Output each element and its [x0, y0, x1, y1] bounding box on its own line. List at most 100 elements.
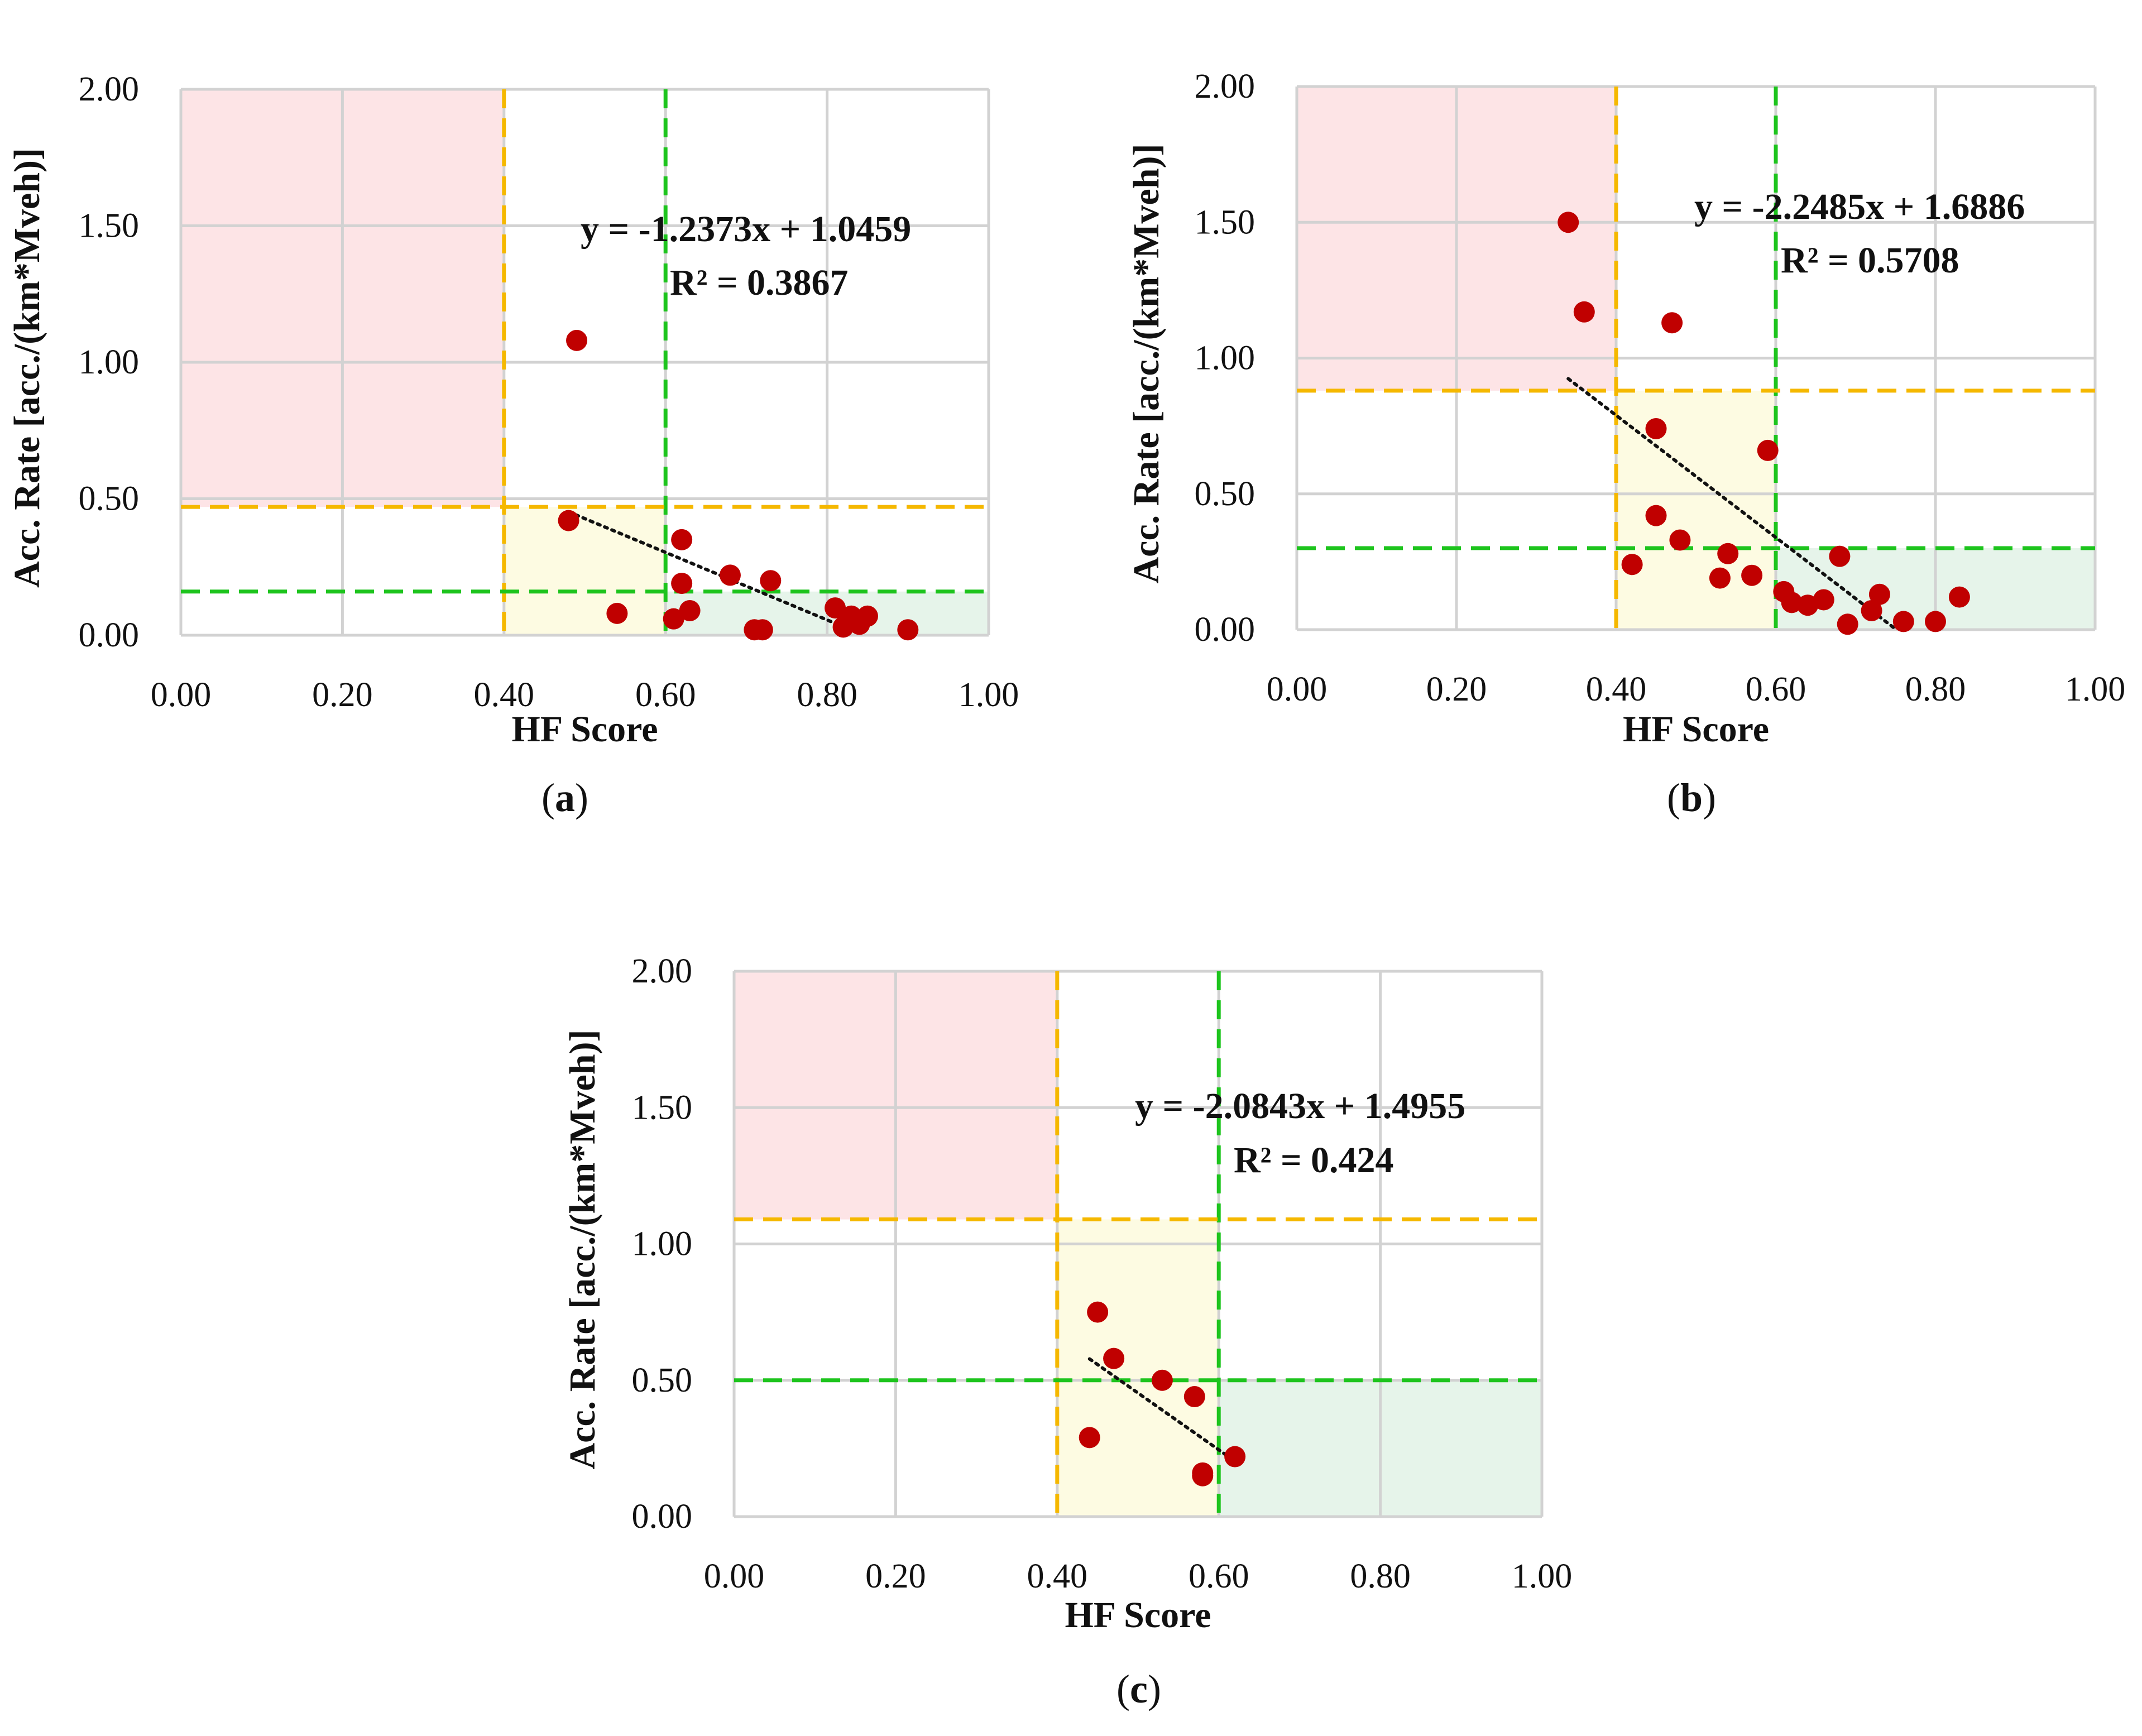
y-tick-label: 0.50 [632, 1361, 693, 1399]
data-point [679, 600, 701, 621]
label-a-letter: a [555, 775, 575, 820]
x-tick-label: 0.80 [1350, 1557, 1411, 1595]
data-point [1757, 439, 1779, 461]
y-tick-label: 1.00 [79, 343, 140, 381]
y-tick-label: 1.50 [632, 1088, 693, 1126]
x-tick-label: 0.00 [151, 676, 212, 714]
data-point [1103, 1347, 1125, 1369]
data-point [1151, 1369, 1173, 1391]
label-b-open: ( [1666, 775, 1680, 820]
yellow-zone [504, 507, 666, 635]
data-point [671, 529, 693, 550]
label-b-letter: b [1680, 775, 1703, 820]
data-point [1861, 600, 1882, 621]
x-tick-label: 0.60 [1189, 1557, 1249, 1595]
x-tick-label: 0.40 [1027, 1557, 1088, 1595]
x-tick-label: 1.00 [2065, 670, 2126, 708]
trend-line [567, 510, 854, 632]
x-tick-label: 0.60 [635, 676, 696, 714]
y-axis-label: Acc. Rate [acc./(km*Mveh)] [7, 148, 47, 588]
x-tick-label: 0.20 [865, 1557, 926, 1595]
y-tick-label: 2.00 [1195, 68, 1256, 105]
y-tick-label: 2.00 [632, 952, 693, 990]
yellow-zone [1616, 390, 1776, 630]
y-axis-label: Acc. Rate [acc./(km*Mveh)] [562, 1029, 603, 1469]
x-tick-label: 0.40 [1586, 670, 1647, 708]
data-point [671, 573, 693, 594]
data-point [558, 510, 579, 531]
x-tick-label: 0.80 [797, 676, 857, 714]
data-point [663, 608, 684, 630]
x-tick-label: 1.00 [1512, 1557, 1573, 1595]
data-point [1192, 1465, 1214, 1486]
data-point [1573, 301, 1595, 323]
y-tick-label: 1.00 [632, 1225, 693, 1263]
label-c-close: ) [1147, 1667, 1161, 1711]
y-tick-label: 0.50 [79, 480, 140, 518]
trend-line [1087, 1357, 1237, 1463]
data-point [566, 329, 588, 351]
data-point [1829, 545, 1851, 567]
label-b-close: ) [1703, 775, 1717, 820]
data-point [1645, 505, 1667, 526]
data-point [1781, 592, 1803, 613]
x-tick-label: 0.60 [1746, 670, 1806, 708]
label-c-open: ( [1116, 1667, 1130, 1711]
yellow-zone [1057, 1219, 1219, 1517]
data-point [1717, 543, 1739, 564]
trend-equation: y = -2.2485x + 1.6886 [1694, 186, 2025, 227]
x-tick-label: 1.00 [959, 676, 1019, 714]
chart-a: 0.00 0.20 0.40 0.60 0.80 1.00 0.00 0.50 1.00 1.50… [7, 70, 1019, 750]
data-point [1741, 564, 1763, 586]
data-point [1669, 529, 1691, 551]
data-point [719, 564, 741, 586]
data-point [1797, 594, 1819, 616]
x-axis-label: HF Score [511, 709, 658, 750]
x-tick-label: 0.20 [312, 676, 373, 714]
data-point [606, 602, 628, 624]
x-tick-label: 0.40 [474, 676, 535, 714]
r-squared: R² = 0.424 [1234, 1140, 1394, 1181]
data-point [1709, 567, 1731, 589]
x-tick-label: 0.00 [704, 1557, 765, 1595]
data-point [1868, 583, 1890, 605]
label-a-close: ) [575, 775, 588, 820]
data-point [897, 619, 919, 641]
y-tick-label: 0.00 [632, 1498, 693, 1536]
x-axis-label: HF Score [1065, 1595, 1211, 1636]
y-tick-label: 0.00 [79, 616, 140, 654]
y-tick-label: 0.00 [1195, 611, 1256, 649]
data-point [1224, 1446, 1246, 1468]
y-tick-label: 2.00 [79, 70, 140, 108]
data-point [751, 619, 773, 641]
data-point [1925, 611, 1946, 632]
y-axis-label: Acc. Rate [acc./(km*Mveh)] [1126, 143, 1167, 583]
data-point [825, 597, 846, 619]
data-point [1183, 1386, 1205, 1408]
subfigure-label-a: (a) [542, 775, 588, 821]
label-c-letter: c [1130, 1667, 1148, 1711]
data-point [1892, 611, 1914, 632]
y-tick-label: 1.00 [1195, 339, 1256, 377]
data-point [1558, 212, 1579, 233]
x-axis-label: HF Score [1623, 709, 1769, 750]
y-tick-label: 0.50 [1195, 475, 1256, 513]
trend-equation: y = -1.2373x + 1.0459 [581, 209, 911, 250]
r-squared: R² = 0.5708 [1781, 240, 1959, 281]
y-tick-label: 1.50 [1195, 203, 1256, 241]
trend-line [1566, 377, 1897, 631]
x-tick-label: 0.00 [1267, 670, 1328, 708]
data-point [1837, 613, 1858, 635]
trend-equation: y = -2.0843x + 1.4955 [1135, 1086, 1465, 1126]
data-point [1079, 1427, 1100, 1449]
label-a-open: ( [542, 775, 555, 820]
data-point [1621, 554, 1643, 576]
data-point [1087, 1301, 1109, 1323]
chart-c: 0.00 0.20 0.40 0.60 0.80 1.00 0.00 0.50 1.00 1.50… [562, 952, 1572, 1636]
data-point [1645, 418, 1667, 439]
data-point [856, 605, 878, 627]
subfigure-label-b: (b) [1667, 775, 1716, 821]
r-squared: R² = 0.3867 [670, 262, 849, 303]
chart-b: 0.00 0.20 0.40 0.60 0.80 1.00 0.00 0.50 1.00 1.50… [1126, 68, 2125, 750]
